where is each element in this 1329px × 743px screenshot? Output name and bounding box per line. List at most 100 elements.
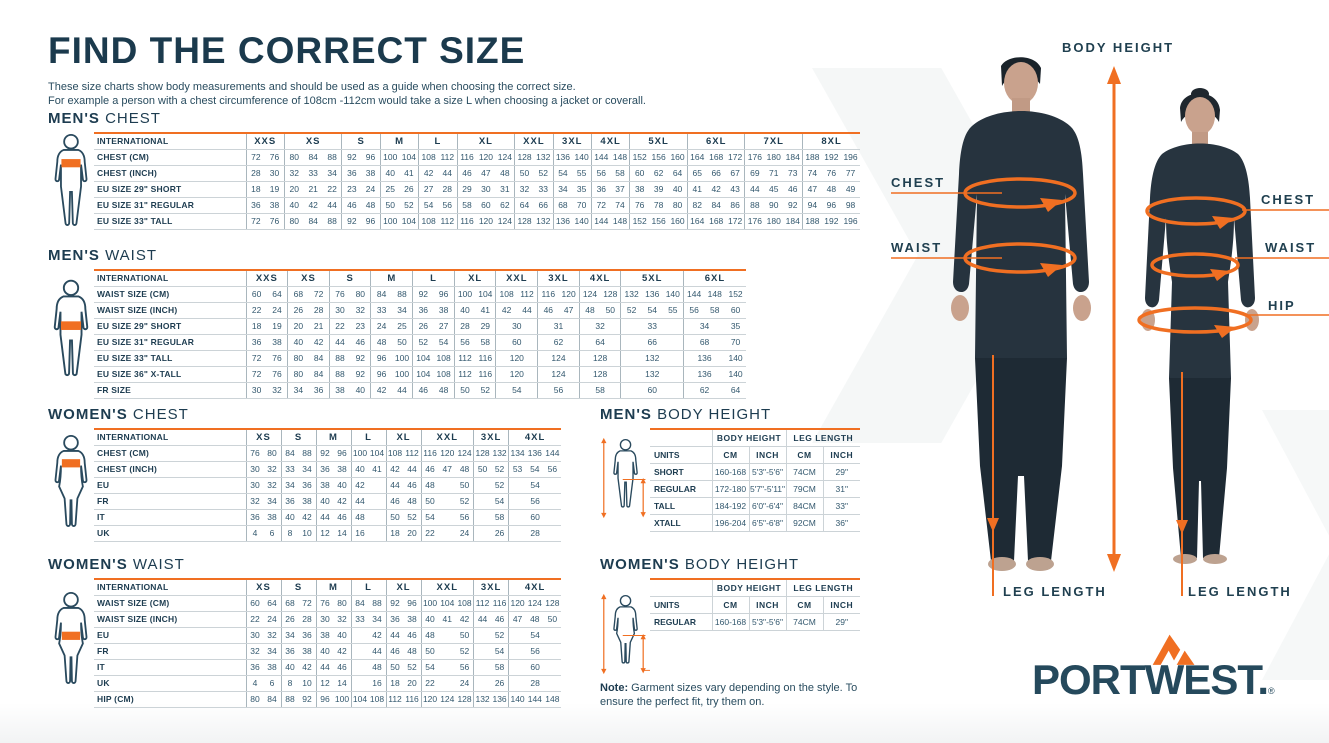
size-cell: 100 <box>420 595 439 612</box>
size-cell: 36 <box>280 493 299 510</box>
size-cell: 96 <box>433 286 455 303</box>
size-cell: 184 <box>783 149 803 166</box>
size-cell: 54 <box>508 627 562 644</box>
leg-length-right-label: LEG LENGTH <box>1188 584 1292 599</box>
size-cell: 66 <box>706 165 726 182</box>
size-cell: 44 <box>437 165 458 182</box>
size-cell: 56 <box>590 165 611 182</box>
size-cell: 46 <box>385 643 404 660</box>
size-cell: 98 <box>840 197 861 214</box>
size-cell: 66 <box>620 334 684 351</box>
size-cell: 40 <box>453 302 476 319</box>
size-group-header: XS <box>245 429 281 446</box>
size-cell: 100 <box>379 149 400 166</box>
size-cell: 58 <box>578 382 621 399</box>
size-cell <box>473 627 492 644</box>
size-cell: 84 <box>706 197 726 214</box>
size-cell: 26 <box>412 318 434 335</box>
size-cell: 136 <box>526 445 544 462</box>
size-cell: 32 <box>263 627 281 644</box>
size-cell: 28 <box>508 675 562 692</box>
unit-header: CM <box>785 446 824 464</box>
size-cell: 132 <box>533 213 554 230</box>
registered-mark: ® <box>1268 686 1275 696</box>
size-cell: 42 <box>368 627 387 644</box>
size-cell: 144 <box>526 691 544 708</box>
womens-waist-section: WOMEN'S WAIST INTERNATIONAL XS S M L XL XXL 3XL… <box>48 556 563 708</box>
size-cell: 48 <box>403 493 422 510</box>
size-cell: 84 <box>280 445 299 462</box>
size-cell: 71 <box>764 165 784 182</box>
size-cell: 44 <box>315 659 334 676</box>
size-cell: 46 <box>350 334 371 351</box>
size-cell: 18 <box>385 675 404 692</box>
unit-header: CM <box>711 446 749 464</box>
size-cell: 144 <box>682 286 705 303</box>
size-cell: 54 <box>420 509 439 526</box>
size-cell: 25 <box>379 181 400 198</box>
size-cell: 38 <box>433 302 455 319</box>
size-cell: 44 <box>322 197 342 214</box>
size-cell: 120 <box>420 691 439 708</box>
size-cell: 38 <box>403 611 422 628</box>
size-cell: 128 <box>578 350 621 367</box>
size-cell: 80 <box>287 350 309 367</box>
size-cell: 49 <box>840 181 861 198</box>
mens-waist-title: MEN'S WAIST <box>48 247 748 264</box>
size-cell: 8 <box>280 525 299 542</box>
size-cell: 38 <box>266 334 288 351</box>
logo-text: PORTWEST.® <box>1032 656 1275 704</box>
title-bold: WOMEN'S <box>600 556 680 573</box>
size-cell <box>438 675 457 692</box>
size-cell: 42 <box>308 334 330 351</box>
size-cell: 84 <box>263 691 281 708</box>
size-cell: 152 <box>725 286 746 303</box>
size-cell: 38 <box>629 181 650 198</box>
size-cell: 22 <box>245 611 264 628</box>
row-label: EU <box>94 477 246 494</box>
height-cell: 74CM <box>785 463 824 481</box>
size-cell: 38 <box>265 197 285 214</box>
row-label: WAIST SIZE (CM) <box>94 595 246 612</box>
size-cell: 58 <box>704 302 726 319</box>
size-cell: 42 <box>333 643 352 660</box>
size-cell: 92 <box>412 286 434 303</box>
size-cell: 36 <box>298 477 316 494</box>
size-cell: 4 <box>245 525 264 542</box>
size-cell: 144 <box>590 149 611 166</box>
size-cell: 46 <box>341 197 362 214</box>
woman-waist-band-icon <box>54 591 88 684</box>
size-cell <box>350 627 369 644</box>
size-cell: 48 <box>456 461 474 478</box>
chest-left-label: CHEST <box>891 175 946 190</box>
size-cell: 52 <box>475 382 496 399</box>
size-cell: 176 <box>744 213 765 230</box>
row-label: EU SIZE 31" REGULAR <box>94 334 246 351</box>
size-cell: 16 <box>368 675 387 692</box>
size-cell: 84 <box>308 350 330 367</box>
height-cell: 5'7"-5'11" <box>748 480 787 498</box>
size-cell: 60 <box>495 334 538 351</box>
row-label: EU SIZE 33" TALL <box>94 350 246 367</box>
size-cell: 60 <box>620 382 684 399</box>
size-cell: 80 <box>283 213 304 230</box>
size-cell: 112 <box>437 213 458 230</box>
units-label: UNITS <box>650 446 712 464</box>
size-cell: 48 <box>420 477 439 494</box>
size-cell: 144 <box>590 213 611 230</box>
size-cell: 104 <box>412 366 434 383</box>
body-height-label: BODY HEIGHT <box>1062 40 1175 55</box>
size-cell <box>368 509 387 526</box>
mens-body-height-table: BODY HEIGHT LEG LENGTH UNITS CM INCH CM INCH SH… <box>650 428 861 532</box>
size-cell: 112 <box>453 366 476 383</box>
size-cell: 40 <box>668 181 688 198</box>
size-cell: 67 <box>725 165 745 182</box>
size-cell: 132 <box>620 286 642 303</box>
size-cell: 88 <box>298 445 316 462</box>
size-cell: 128 <box>600 286 621 303</box>
size-cell: 92 <box>341 213 362 230</box>
size-cell: 92 <box>783 197 803 214</box>
size-group-header: 3XL <box>537 270 580 287</box>
size-cell: 168 <box>706 149 726 166</box>
size-cell: 38 <box>361 165 381 182</box>
